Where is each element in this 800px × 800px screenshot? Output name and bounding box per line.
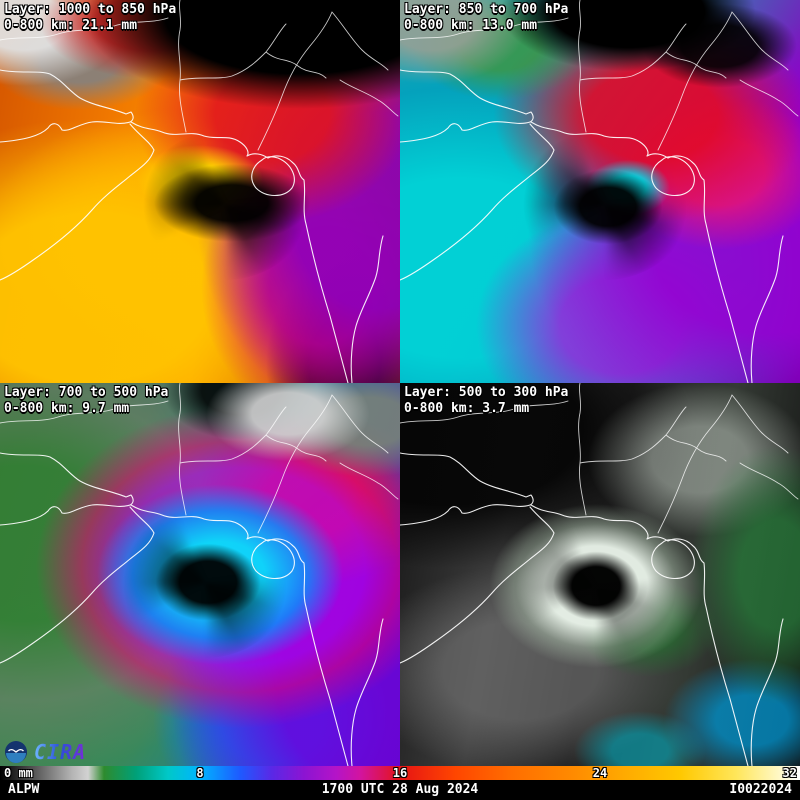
panel-label-block: Layer: 700 to 500 hPa 0-800 km: 9.7 mm (4, 385, 168, 417)
cyclone-swirl-icon (520, 130, 690, 280)
mean-value-label: 0-800 km: 21.1 mm (4, 18, 138, 33)
cyclone-swirl-icon (120, 508, 290, 658)
panel-layer-1000-850: Layer: 1000 to 850 hPa 0-800 km: 21.1 mm (0, 0, 400, 383)
layer-range-label: Layer: 1000 to 850 hPa (4, 2, 177, 17)
colorbar-tick-16: 16 (392, 766, 408, 780)
panel-label-block: Layer: 500 to 300 hPa 0-800 km: 3.7 mm (404, 385, 568, 417)
panel-label-block: Layer: 850 to 700 hPa 0-800 km: 13.0 mm (404, 2, 568, 34)
colorbar-tick-max: 32 (782, 766, 797, 780)
map-imagery-1000-850 (0, 0, 400, 383)
map-imagery-850-700 (400, 0, 800, 383)
panel-layer-700-500: Layer: 700 to 500 hPa 0-800 km: 9.7 mm C… (0, 383, 400, 766)
timestamp: 1700 UTC 28 Aug 2024 (321, 782, 479, 797)
layer-range-label: Layer: 500 to 300 hPa (404, 385, 569, 400)
mean-value-label: 0-800 km: 9.7 mm (4, 401, 130, 416)
mean-value-label: 0-800 km: 3.7 mm (404, 401, 530, 416)
product-name: ALPW (8, 782, 40, 797)
cira-logo: CIRA (34, 740, 87, 764)
colorbar-tick-24: 24 (592, 766, 608, 780)
map-imagery-500-300 (400, 383, 800, 766)
branding: CIRA (4, 740, 86, 764)
cyclone-swirl-icon (510, 513, 680, 663)
map-imagery-700-500 (0, 383, 400, 766)
noaa-logo-icon (5, 741, 27, 763)
layer-range-label: Layer: 700 to 500 hPa (4, 385, 169, 400)
panel-label-block: Layer: 1000 to 850 hPa 0-800 km: 21.1 mm (4, 2, 176, 34)
panel-grid: Layer: 1000 to 850 hPa 0-800 km: 21.1 mm… (0, 0, 800, 766)
layer-range-label: Layer: 850 to 700 hPa (404, 2, 569, 17)
colorbar-tick-8: 8 (196, 766, 204, 780)
colorbar-tick-min: 0 mm (4, 766, 33, 780)
panel-layer-500-300: Layer: 500 to 300 hPa 0-800 km: 3.7 mm (400, 383, 800, 766)
precipitable-water-colorbar: 0 mm 8 16 24 32 (0, 766, 800, 780)
image-id: I0022024 (729, 782, 792, 797)
footer-bar: ALPW 1700 UTC 28 Aug 2024 I0022024 (0, 780, 800, 800)
panel-layer-850-700: Layer: 850 to 700 hPa 0-800 km: 13.0 mm (400, 0, 800, 383)
cyclone-swirl-icon (140, 130, 310, 280)
mean-value-label: 0-800 km: 13.0 mm (404, 18, 538, 33)
